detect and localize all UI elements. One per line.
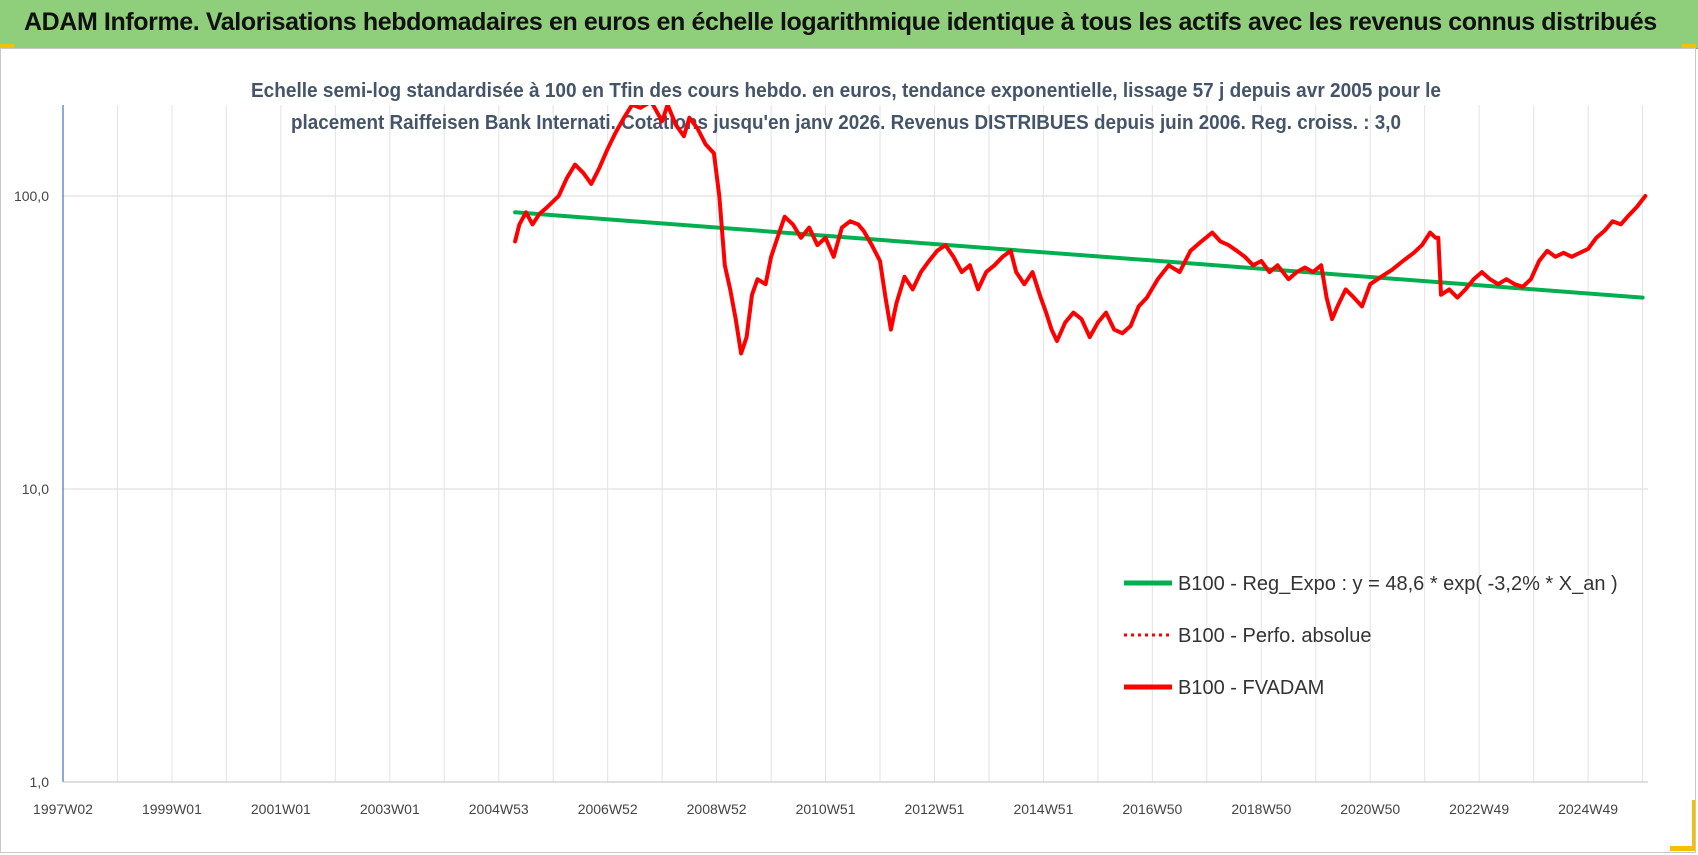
corner-marker-bottom-right [1692,800,1696,850]
x-tick-label: 2018W50 [1231,801,1291,817]
legend-label: B100 - Perfo. absolue [1178,625,1371,647]
corner-marker-top-left [0,44,14,49]
x-tick-label: 2012W51 [905,801,965,817]
banner-title: ADAM Informe. Valorisations hebdomadaire… [24,8,1657,36]
chart-title-line-1: Echelle semi-log standardisée à 100 en T… [251,80,1441,102]
x-tick-label: 2024W49 [1558,801,1618,817]
series-layer [513,105,1648,356]
x-tick-label: 2004W53 [469,801,529,817]
x-tick-label: 1999W01 [142,801,202,817]
y-tick-label: 10,0 [22,481,49,497]
x-tick-label: 2003W01 [360,801,420,817]
legend: B100 - Reg_Expo : y = 48,6 * exp( -3,2% … [1124,573,1618,699]
grid-lines [62,105,1648,783]
chart-title: Echelle semi-log standardisée à 100 en T… [251,80,1441,134]
y-tick-label: 1,0 [30,774,50,790]
x-tick-label: 1997W02 [33,801,93,817]
legend-label: B100 - Reg_Expo : y = 48,6 * exp( -3,2% … [1178,573,1618,595]
axes: 1,0 10,0 100,0 1997W02 1999W01 2001W01 2003W01… [14,105,1648,817]
header-banner: ADAM Informe. Valorisations hebdomadaire… [0,0,1698,49]
x-tick-label: 2016W50 [1122,801,1182,817]
x-tick-label: 2006W52 [578,801,638,817]
chart-frame [0,48,1696,853]
x-tick-label: 2020W50 [1340,801,1400,817]
chart-title-line-2: placement Raiffeisen Bank Internati. Cot… [291,112,1401,134]
legend-label: B100 - FVADAM [1178,677,1324,699]
x-tick-label: 2014W51 [1013,801,1073,817]
x-tick-label: 2022W49 [1449,801,1509,817]
x-tick-label: 2010W51 [796,801,856,817]
corner-marker-bottom-right-h [1670,846,1696,851]
x-tick-label: 2001W01 [251,801,311,817]
y-tick-label: 100,0 [14,188,49,204]
corner-marker-top-right [1682,44,1696,49]
series-line-fvadam [513,105,1648,356]
series-line-reg-expo [513,210,1645,300]
x-tick-label: 2008W52 [687,801,747,817]
